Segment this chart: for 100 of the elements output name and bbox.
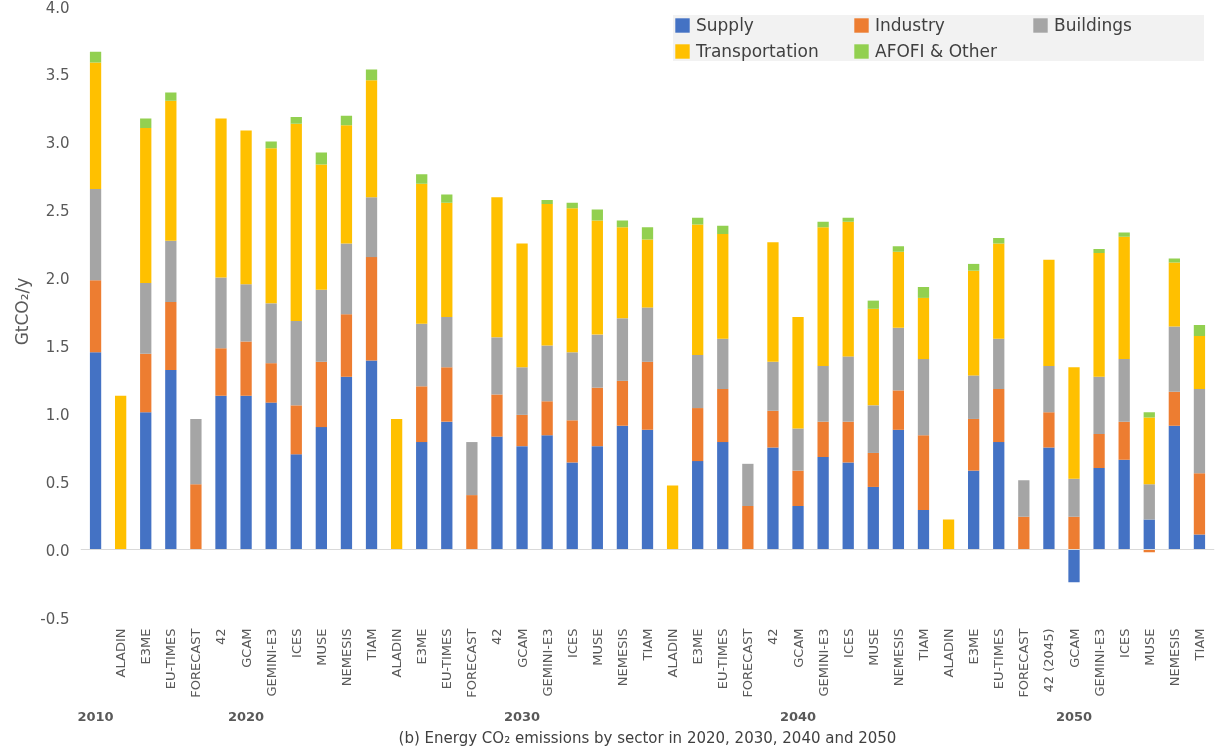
bar: [441, 316, 453, 368]
bar: [416, 386, 428, 443]
bar: [591, 334, 603, 388]
bar: [717, 442, 729, 550]
bar: [1093, 433, 1105, 468]
legend-label: AFOFI & Other: [875, 41, 998, 61]
bar: [140, 127, 152, 283]
bar: [89, 62, 102, 190]
x-tick-label: GEMINI-E3: [539, 628, 555, 697]
y-tick-label: 3.5: [45, 65, 70, 84]
bar: [541, 199, 553, 205]
bar: [742, 463, 754, 506]
bar: [1093, 376, 1105, 434]
x-tick-label: ICES: [288, 628, 304, 658]
bar: [717, 225, 729, 234]
x-tick-label: MUSE: [865, 628, 881, 666]
bar: [968, 263, 980, 271]
x-tick-label: TIAM: [915, 628, 931, 662]
bar: [717, 338, 729, 390]
bar: [140, 282, 152, 354]
bar: [842, 221, 854, 357]
bar: [265, 303, 277, 364]
bar: [516, 446, 528, 550]
bar: [365, 257, 378, 361]
bar: [917, 510, 930, 550]
bar: [1068, 516, 1080, 550]
bar: [240, 284, 252, 342]
bar: [817, 365, 829, 422]
bar: [190, 484, 202, 550]
x-tick-label: GCAM: [514, 628, 530, 668]
bar: [792, 428, 804, 471]
bar: [566, 208, 578, 353]
x-tick-label: EU-TIMES: [991, 628, 1007, 690]
bar: [140, 412, 152, 550]
bar: [817, 227, 829, 366]
bar: [616, 380, 629, 426]
bar: [340, 243, 353, 315]
bar: [290, 117, 302, 124]
bar: [416, 442, 428, 550]
y-tick-label: 0.5: [45, 473, 70, 492]
x-tick-label: 42: [489, 628, 505, 646]
bar: [466, 495, 478, 550]
legend-label: Buildings: [1054, 15, 1133, 35]
bar: [165, 92, 177, 101]
bar: [115, 395, 127, 550]
y-tick-label: 0.0: [45, 541, 70, 560]
x-tick-label: NEMESIS: [338, 628, 354, 687]
bar: [566, 462, 578, 550]
x-tick-label: FORECAST: [464, 628, 480, 698]
bar: [641, 361, 654, 430]
bar: [140, 353, 152, 413]
text: 2020: [227, 708, 265, 724]
bar: [215, 118, 227, 278]
bar: [566, 352, 578, 421]
text: 2040: [779, 708, 817, 724]
bar: [917, 297, 930, 360]
bar: [340, 115, 353, 126]
x-tick-label: NEMESIS: [614, 628, 630, 687]
x-tick-label: ALADIN: [113, 628, 129, 678]
bar: [993, 243, 1005, 339]
bar: [215, 395, 227, 550]
bar: [265, 363, 277, 403]
bar: [165, 301, 177, 370]
bar: [591, 220, 603, 335]
bar: [491, 436, 503, 550]
bar: [892, 251, 905, 328]
x-tick-label: MUSE: [1141, 628, 1157, 666]
bar: [340, 376, 353, 550]
bar: [616, 220, 629, 228]
bar: [1118, 232, 1130, 237]
bar: [441, 367, 453, 422]
bar: [315, 164, 327, 290]
x-tick-label: TIAM: [364, 628, 380, 662]
x-tick-label: EU-TIMES: [715, 628, 731, 690]
bar: [817, 457, 829, 550]
bar: [541, 435, 553, 550]
bar: [742, 505, 754, 550]
x-tick-label: TIAM: [640, 628, 655, 662]
bar: [666, 485, 679, 550]
bar: [441, 194, 453, 203]
bar: [892, 327, 905, 391]
bar: [917, 435, 930, 511]
x-tick-label: GEMINI-E3: [1091, 628, 1107, 697]
bar: [441, 421, 453, 550]
bar: [1168, 258, 1180, 263]
bar: [240, 341, 252, 396]
bar: [290, 321, 302, 406]
bar: [867, 308, 879, 406]
x-tick-label: E3ME: [138, 628, 154, 665]
bar: [1168, 262, 1180, 327]
x-tick-label: ICES: [840, 628, 856, 658]
legend-label: Industry: [875, 15, 946, 35]
x-tick-label: FORECAST: [740, 628, 756, 698]
x-tick-label: EU-TIMES: [163, 628, 179, 690]
bar: [89, 280, 102, 353]
bar: [842, 217, 854, 222]
bar: [89, 189, 102, 281]
bar: [365, 69, 378, 81]
bar: [1068, 478, 1080, 517]
bar: [1043, 259, 1055, 366]
